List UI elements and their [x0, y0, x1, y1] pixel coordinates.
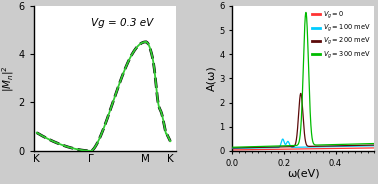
- Y-axis label: A(ω): A(ω): [207, 65, 217, 91]
- X-axis label: ω(eV): ω(eV): [287, 169, 320, 179]
- Text: Vg = 0.3 eV: Vg = 0.3 eV: [91, 18, 153, 28]
- Legend: $V_g = 0$, $V_g = 100$ meV, $V_g = 200$ meV, $V_g = 300$ meV: $V_g = 0$, $V_g = 100$ meV, $V_g = 200$ …: [311, 9, 371, 61]
- Y-axis label: $|M_n|^2$: $|M_n|^2$: [0, 65, 16, 92]
